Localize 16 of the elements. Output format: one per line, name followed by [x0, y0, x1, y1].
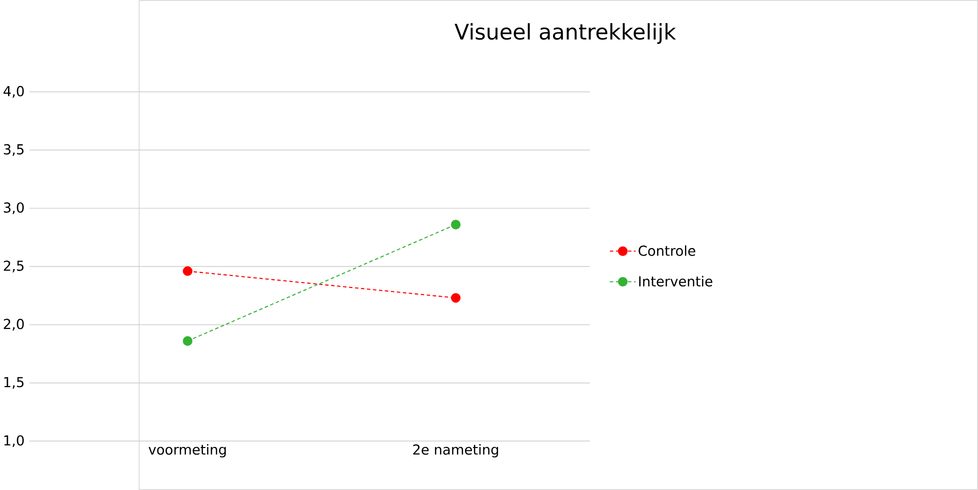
point [450, 293, 461, 303]
chart-title: Visueel aantrekkelijk [454, 23, 676, 44]
x-tick-label: 2e nameting [413, 444, 498, 458]
legend-label: Interventie [639, 276, 712, 287]
point [182, 336, 192, 346]
y-tick-label: 4,0 [4, 86, 24, 98]
y-tick-label: 2,5 [4, 260, 24, 272]
x-tick-label: voormeting [148, 444, 226, 458]
y-tick-label: 1,0 [4, 435, 24, 447]
y-tick-label: 3,5 [4, 144, 24, 156]
point [450, 220, 461, 230]
legend-label: Controle [638, 245, 696, 256]
y-tick-label: 1,5 [4, 377, 24, 389]
y-tick-label: 3,0 [4, 202, 24, 214]
point [182, 266, 192, 276]
y-tick-label: 2,0 [4, 318, 24, 331]
